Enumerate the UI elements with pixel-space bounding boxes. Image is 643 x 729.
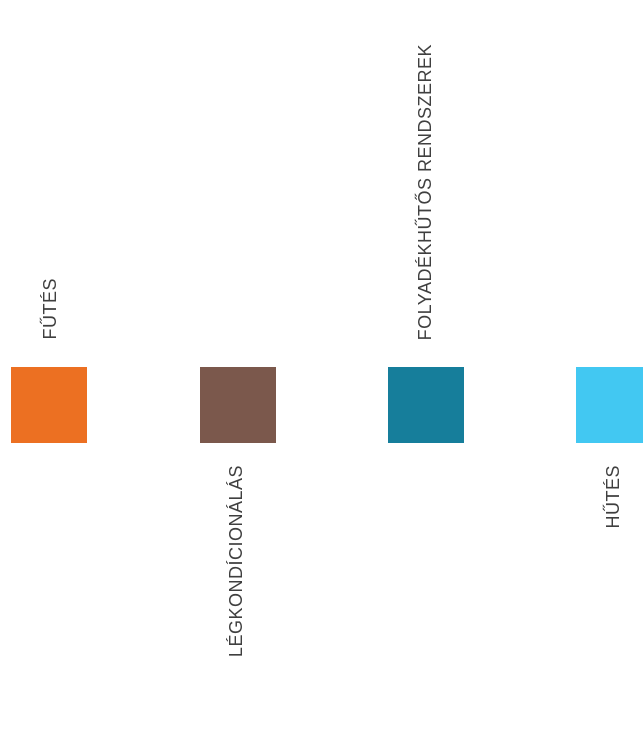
label-folyadekhutos-rendszerek: FOLYADÉKHŰTŐS RENDSZEREK: [415, 43, 435, 340]
label-hutes: HŰTÉS: [603, 465, 623, 529]
swatch-futes: [11, 367, 87, 443]
label-futes: FŰTÉS: [40, 278, 60, 340]
swatch-folyadekhutos-rendszerek: [388, 367, 464, 443]
label-legkondicionalas: LÉGKONDÍCIONÁLÁS: [226, 465, 246, 658]
swatch-hutes: [576, 367, 643, 443]
swatch-legkondicionalas: [200, 367, 276, 443]
